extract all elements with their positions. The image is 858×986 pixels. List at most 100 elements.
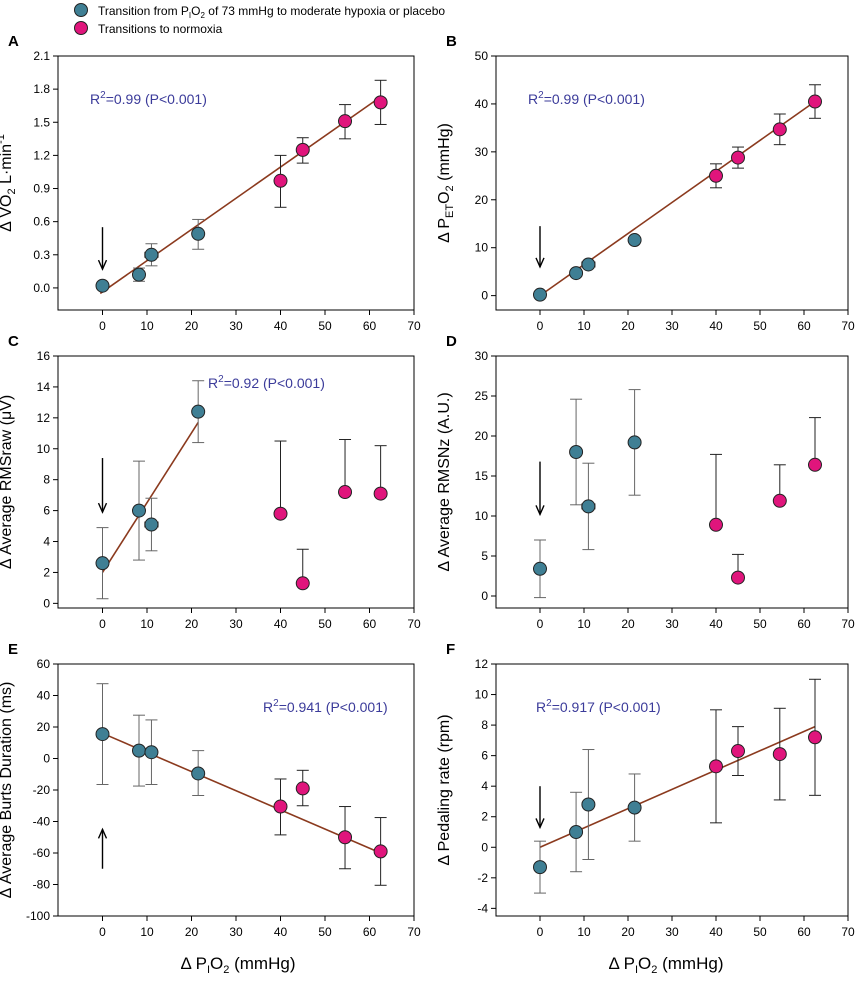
data-point [569, 398, 584, 506]
y-axis-label-part: 2 [444, 185, 456, 191]
data-marker-blue [144, 745, 159, 760]
data-point [581, 749, 596, 860]
data-point [772, 464, 787, 508]
y-tick-label: -4 [477, 901, 488, 915]
data-point [373, 817, 388, 886]
y-axis-label-part: Δ VO [0, 194, 15, 231]
x-tick-label: 10 [577, 925, 591, 939]
y-tick-label: 20 [475, 429, 489, 443]
x-label-left-mid: O [210, 954, 223, 973]
data-point [95, 527, 110, 600]
data-marker-pink [373, 486, 388, 501]
data-point [709, 453, 723, 532]
r2-annotation-part: R [208, 375, 218, 391]
legend-label-hypoxia-sub2: 2 [201, 11, 206, 20]
regression-line [539, 725, 816, 849]
x-tick-label: 30 [229, 617, 243, 631]
panel-a: A 0 10 20 30 40 50 60 70 0.0 0.3 0.6 0.9 1.2 1.5 1.8 2.1… [0, 33, 421, 333]
data-marker-blue [533, 287, 547, 302]
x-tick-label: 0 [537, 925, 544, 939]
y-axis-label-part: O [436, 191, 453, 203]
data-point [581, 257, 596, 272]
y-tick-label: 20 [37, 720, 51, 734]
data-marker-pink [273, 506, 288, 521]
r2-annotation-part: =0.99 (P<0.001) [544, 91, 645, 107]
data-point [95, 278, 110, 293]
data-point [273, 154, 288, 208]
r2-annotation: R2=0.99 (P<0.001) [90, 90, 207, 107]
y-tick-label: 1.2 [33, 148, 50, 162]
r2-annotation: R2=0.99 (P<0.001) [528, 90, 645, 107]
data-point [808, 84, 822, 119]
data-marker-blue [581, 257, 596, 272]
data-marker-pink [273, 799, 288, 814]
arrow-head [535, 505, 545, 517]
data-marker-pink [338, 114, 353, 129]
data-marker-pink [772, 122, 787, 137]
data-marker-blue [95, 278, 110, 293]
panel-f: F 0 10 20 30 40 50 60 70 -4 -2 0 2 4 6 8 10 12 Δ Pedaling … [436, 641, 855, 939]
x-tick-label: 40 [709, 925, 723, 939]
arrow-head [97, 259, 108, 271]
data-point [373, 445, 388, 501]
data-point [144, 497, 159, 552]
data-point [295, 769, 310, 807]
r2-annotation-part: =0.92 (P<0.001) [224, 375, 325, 391]
x-axis-label-left: Δ PIO2 (mmHg) [180, 954, 295, 976]
data-marker-pink [772, 493, 787, 508]
legend-label-normoxia: Transitions to normoxia [98, 22, 223, 36]
data-point [273, 440, 288, 521]
data-marker-pink [808, 730, 822, 745]
x-tick-label: 40 [274, 925, 288, 939]
r2-annotation-part: =0.99 (P<0.001) [106, 91, 207, 107]
arrow-head [97, 502, 108, 514]
r2-annotation-part: R [528, 91, 538, 107]
x-tick-label: 70 [841, 617, 855, 631]
legend-label-hypoxia-pre: Transition from P [98, 4, 189, 18]
x-label-left-sub: I [207, 964, 210, 976]
y-tick-label: 1.8 [33, 82, 50, 96]
r2-annotation-part: R [90, 91, 100, 107]
y-tick-label: 0.6 [33, 215, 50, 229]
x-label-right-pre: Δ P [608, 954, 634, 973]
r2-annotation-part: R [263, 699, 273, 715]
x-label-left-sub2: 2 [223, 964, 229, 976]
y-tick-label: 0 [481, 289, 488, 303]
x-tick-label: 20 [185, 925, 199, 939]
x-label-right-sub: I [635, 964, 638, 976]
x-tick-label: 30 [229, 319, 243, 333]
data-marker-blue [191, 226, 206, 241]
data-point [731, 553, 745, 585]
y-tick-label: 2 [481, 810, 488, 824]
y-axis-label-part: Δ Pedaling rate (rpm) [436, 714, 453, 865]
data-marker-pink [295, 142, 310, 157]
y-tick-label: 0.3 [33, 248, 50, 262]
r2-annotation-part: 2 [100, 90, 106, 101]
y-tick-label: 4 [43, 535, 50, 549]
x-tick-label: 0 [537, 319, 544, 333]
data-point [581, 462, 596, 551]
data-marker-blue [144, 247, 159, 262]
x-tick-label: 50 [318, 617, 332, 631]
y-tick-label: 8 [43, 473, 50, 487]
x-tick-label: 60 [363, 319, 377, 333]
x-tick-label: 30 [665, 319, 679, 333]
x-tick-label: 0 [99, 319, 106, 333]
data-point [191, 380, 206, 444]
x-tick-label: 60 [797, 617, 811, 631]
y-axis-label-part: ET [444, 204, 456, 218]
x-tick-label: 20 [185, 617, 199, 631]
panel-c: C 0 10 20 30 40 50 60 70 0 2 4 6 8 10 12 14 16 Δ Average R… [0, 333, 421, 631]
r2-annotation-part: 2 [273, 698, 279, 709]
r2-annotation-part: =0.917 (P<0.001) [552, 699, 661, 715]
data-marker-blue [191, 404, 206, 419]
legend-label-hypoxia-post: of 73 mmHg to moderate hypoxia or placeb… [205, 4, 445, 18]
data-point [131, 460, 146, 561]
data-marker-pink [338, 485, 353, 500]
r2-annotation-part: R [536, 699, 546, 715]
x-tick-label: 20 [621, 617, 635, 631]
x-tick-label: 70 [407, 617, 421, 631]
data-marker-blue [533, 860, 547, 875]
data-marker-pink [273, 173, 288, 188]
